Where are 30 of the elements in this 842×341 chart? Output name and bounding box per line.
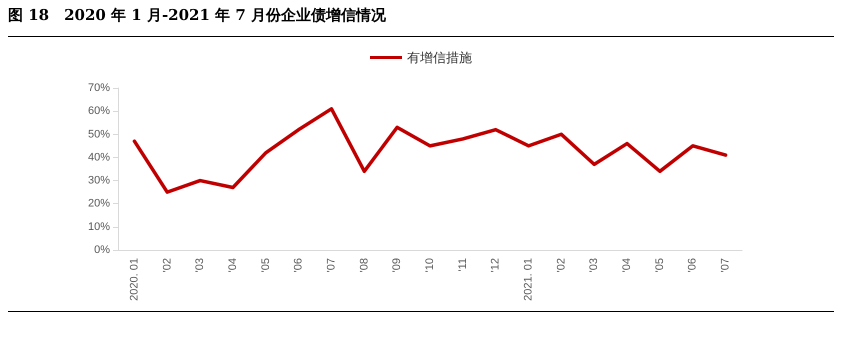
x-tick-label: '10	[424, 258, 436, 272]
y-tick-label: 10%	[88, 220, 110, 233]
y-tick-label: 0%	[94, 244, 110, 256]
x-tick-label: '03	[194, 258, 206, 272]
y-tick-label: 20%	[88, 198, 110, 210]
y-tick-label: 40%	[88, 151, 110, 164]
legend-label: 有增信措施	[407, 50, 472, 65]
x-tick-label: '02	[555, 258, 568, 272]
y-tick-label: 50%	[88, 128, 110, 140]
x-tick-label: '03	[588, 258, 600, 272]
y-tick-label: 30%	[88, 174, 110, 187]
x-tick-label: '06	[292, 258, 305, 272]
x-tick-label: '04	[226, 258, 239, 272]
x-tick-label: '11	[456, 258, 469, 272]
x-tick-label: '09	[391, 258, 404, 272]
x-tick-label: '04	[621, 258, 634, 272]
x-tick-label: 2020. 01	[128, 258, 140, 301]
x-tick-label: 2021. 01	[522, 258, 535, 301]
x-tick-label: '07	[325, 258, 338, 272]
y-tick-label: 70%	[88, 82, 110, 94]
x-tick-label: '08	[358, 258, 370, 272]
x-tick-label: '05	[654, 258, 666, 272]
x-tick-label: '06	[686, 258, 699, 272]
x-tick-label: '02	[161, 258, 174, 272]
x-tick-label: '05	[260, 258, 272, 272]
line-series	[132, 107, 728, 194]
x-tick-label: '12	[490, 258, 502, 272]
y-tick-label: 60%	[88, 105, 110, 118]
chart-title: 图 18 2020 年 1 月-2021 年 7 月份企业债增信情况	[8, 6, 386, 25]
x-tick-label: '07	[720, 258, 732, 272]
